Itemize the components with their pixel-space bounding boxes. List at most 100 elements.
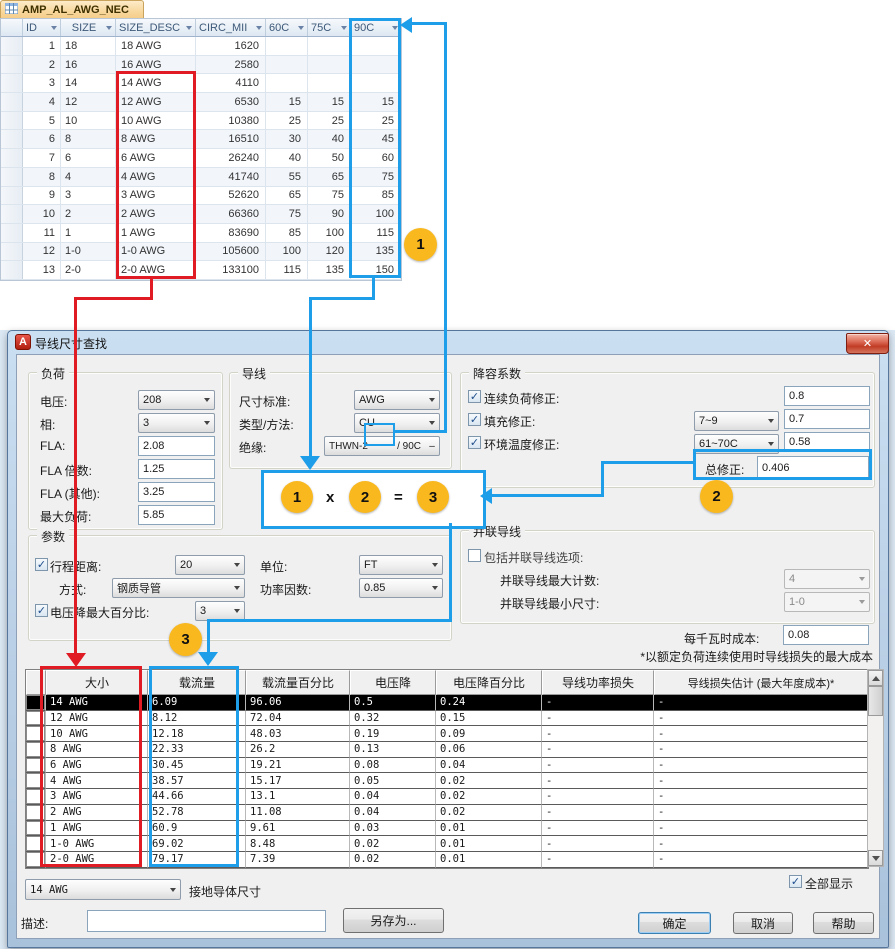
row-selector[interactable] bbox=[1, 130, 23, 149]
row-selector[interactable] bbox=[1, 111, 23, 130]
size-standard-select[interactable]: AWG bbox=[354, 390, 440, 410]
unit-select[interactable]: FT bbox=[359, 555, 443, 575]
corner-select-cell[interactable] bbox=[1, 19, 23, 36]
power-factor-select[interactable]: 0.85 bbox=[359, 578, 443, 598]
results-col-vdrop-pct[interactable]: 电压降百分比 bbox=[436, 670, 542, 695]
parallel-min-size-select[interactable]: 1-0 bbox=[784, 592, 870, 612]
fla-field[interactable]: 2.08 bbox=[138, 436, 215, 456]
result-row[interactable]: 2-0 AWG 79.17 7.39 0.02 0.01- - bbox=[26, 851, 868, 868]
cell: 6 AWG bbox=[46, 757, 148, 774]
help-button[interactable]: 帮助 bbox=[813, 912, 874, 934]
chevron-down-icon bbox=[425, 391, 439, 409]
scrollbar-thumb[interactable] bbox=[868, 686, 883, 716]
fill-correction-checkbox[interactable]: ✓ bbox=[468, 413, 481, 426]
row-selector[interactable] bbox=[1, 242, 23, 261]
result-row[interactable]: 6 AWG 30.45 19.21 0.08 0.04- - bbox=[26, 757, 868, 774]
col-header-id[interactable]: ID bbox=[23, 19, 61, 36]
method-select[interactable]: 钢质导管 bbox=[112, 578, 245, 598]
row-selector[interactable] bbox=[1, 186, 23, 205]
results-col-loss-estimate[interactable]: 导线损失估计 (最大年度成本)* bbox=[654, 670, 868, 695]
description-input[interactable] bbox=[87, 910, 326, 932]
row-selector[interactable] bbox=[1, 223, 23, 242]
row-selector[interactable] bbox=[1, 93, 23, 111]
arrow-up-icon bbox=[871, 675, 880, 681]
filter-arrow-icon[interactable] bbox=[186, 25, 192, 30]
results-col-power-loss[interactable]: 导线功率损失 bbox=[542, 670, 654, 695]
result-row[interactable]: 14 AWG 6.09 96.06 0.5 0.24- - bbox=[26, 695, 868, 711]
row-selector[interactable] bbox=[1, 74, 23, 93]
results-col-vdrop[interactable]: 电压降 bbox=[350, 670, 436, 695]
include-parallel-checkbox[interactable] bbox=[468, 549, 481, 562]
table-row[interactable]: 4 12 12 AWG 6530 15 15 15 bbox=[1, 93, 401, 112]
voltage-select[interactable]: 208 bbox=[138, 390, 215, 410]
table-row[interactable]: 5 10 10 AWG 10380 25 25 25 bbox=[1, 111, 401, 131]
scroll-down-button[interactable] bbox=[868, 850, 883, 866]
result-row[interactable]: 2 AWG 52.78 11.08 0.04 0.02- - bbox=[26, 804, 868, 821]
continuous-load-checkbox[interactable]: ✓ bbox=[468, 390, 481, 403]
filter-arrow-icon[interactable] bbox=[51, 25, 57, 30]
fill-correction-field[interactable]: 0.7 bbox=[784, 409, 870, 429]
filter-arrow-icon[interactable] bbox=[106, 25, 112, 30]
col-header-size[interactable]: SIZE bbox=[61, 19, 116, 36]
table-row[interactable]: 3 14 14 AWG 4110 bbox=[1, 74, 401, 94]
table-row[interactable]: 2 16 16 AWG 2580 bbox=[1, 55, 401, 75]
cell: 90 bbox=[308, 205, 351, 223]
results-col-ampacity-pct[interactable]: 载流量百分比 bbox=[246, 670, 350, 695]
ground-size-select[interactable]: 14 AWG bbox=[25, 879, 181, 900]
cancel-button[interactable]: 取消 bbox=[733, 912, 793, 934]
filter-arrow-icon[interactable] bbox=[298, 25, 304, 30]
table-row[interactable]: 10 2 2 AWG 66360 75 90 100 bbox=[1, 205, 401, 224]
distance-checkbox[interactable]: ✓ bbox=[35, 558, 48, 571]
result-row[interactable]: 8 AWG 22.33 26.2 0.13 0.06- - bbox=[26, 742, 868, 758]
voltage-drop-checkbox[interactable]: ✓ bbox=[35, 604, 48, 617]
table-row[interactable]: 12 1-0 1-0 AWG 105600 100 120 135 bbox=[1, 242, 401, 262]
cell: 5 bbox=[23, 111, 61, 130]
result-row[interactable]: 1 AWG 60.9 9.61 0.03 0.01- - bbox=[26, 820, 868, 837]
max-load-field[interactable]: 5.85 bbox=[138, 505, 215, 525]
ok-button[interactable]: 确定 bbox=[638, 912, 711, 934]
row-selector[interactable] bbox=[1, 55, 23, 74]
row-selector[interactable] bbox=[1, 149, 23, 167]
insulation-select[interactable]: THWN-2 / 90C – bbox=[324, 436, 440, 456]
cost-per-kwh-field[interactable]: 0.08 bbox=[783, 625, 869, 645]
voltage-drop-select[interactable]: 3 bbox=[195, 601, 245, 621]
table-row[interactable]: 13 2-0 2-0 AWG 133100 115 135 150 bbox=[1, 261, 401, 280]
col-header-circ-mii[interactable]: CIRC_MII bbox=[196, 19, 266, 36]
results-col-size[interactable]: 大小 bbox=[46, 670, 148, 695]
distance-select[interactable]: 20 bbox=[175, 555, 245, 575]
col-header-60c[interactable]: 60C bbox=[266, 19, 308, 36]
filter-arrow-icon[interactable] bbox=[341, 25, 347, 30]
filter-arrow-icon[interactable] bbox=[392, 25, 398, 30]
row-selector[interactable] bbox=[1, 37, 23, 55]
continuous-load-field[interactable]: 0.8 bbox=[784, 386, 870, 406]
table-row[interactable]: 11 1 1 AWG 83690 85 100 115 bbox=[1, 223, 401, 243]
save-as-button[interactable]: 另存为... bbox=[343, 908, 444, 933]
col-header-75c[interactable]: 75C bbox=[308, 19, 351, 36]
results-scrollbar[interactable] bbox=[867, 669, 884, 867]
filter-arrow-icon[interactable] bbox=[256, 25, 262, 30]
results-col-ampacity[interactable]: 载流量 bbox=[148, 670, 246, 695]
type-method-select[interactable]: CU bbox=[354, 413, 440, 433]
fla-other-field[interactable]: 3.25 bbox=[138, 482, 215, 502]
result-row[interactable]: 4 AWG 38.57 15.17 0.05 0.02- - bbox=[26, 773, 868, 790]
table-row[interactable]: 1 18 18 AWG 1620 bbox=[1, 37, 401, 56]
fla-mult-field[interactable]: 1.25 bbox=[138, 459, 215, 479]
col-header-size-desc[interactable]: SIZE_DESC bbox=[116, 19, 196, 36]
show-all-checkbox[interactable]: ✓ bbox=[789, 875, 802, 888]
parallel-max-count-select[interactable]: 4 bbox=[784, 569, 870, 589]
result-row[interactable]: 10 AWG 12.18 48.03 0.19 0.09- - bbox=[26, 726, 868, 743]
table-tab[interactable]: AMP_AL_AWG_NEC bbox=[0, 0, 144, 19]
fill-correction-select[interactable]: 7~9 bbox=[694, 411, 779, 431]
row-selector[interactable] bbox=[1, 261, 23, 279]
ambient-temp-checkbox[interactable]: ✓ bbox=[468, 436, 481, 449]
row-selector[interactable] bbox=[1, 205, 23, 223]
scroll-up-button[interactable] bbox=[868, 670, 883, 686]
row-selector[interactable] bbox=[1, 167, 23, 186]
close-button[interactable]: ✕ bbox=[846, 333, 889, 354]
col-header-90c[interactable]: 90C bbox=[351, 19, 401, 36]
phase-select[interactable]: 3 bbox=[138, 413, 215, 433]
